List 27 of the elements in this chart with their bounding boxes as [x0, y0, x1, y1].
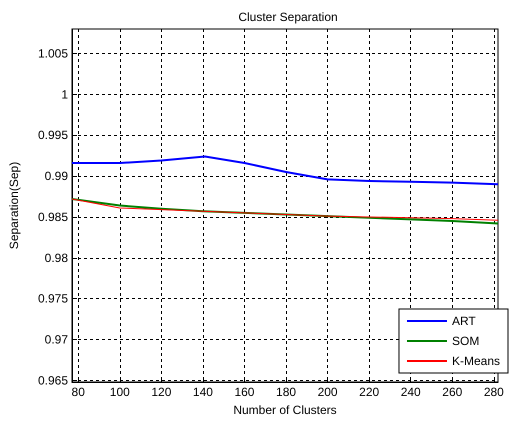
legend-label: K-Means: [452, 354, 500, 368]
legend-label: SOM: [452, 334, 480, 348]
x-tick-label: 120: [151, 385, 172, 399]
x-tick-label: 220: [359, 385, 380, 399]
x-tick-label: 80: [72, 385, 86, 399]
y-tick-label: 0.97: [44, 332, 68, 347]
y-axis-title: Separation(Sep): [7, 162, 21, 250]
x-tick-label: 140: [192, 385, 214, 399]
x-tick-label: 240: [400, 385, 422, 399]
x-tick-label: 180: [276, 385, 296, 399]
legend-label: ART: [452, 314, 476, 328]
x-tick-label: 200: [318, 385, 338, 399]
y-tick-label: 1: [61, 87, 68, 102]
y-tick-label: 1.005: [38, 46, 68, 61]
y-tick-label: 0.995: [38, 128, 68, 142]
y-tick-label: 0.965: [38, 373, 68, 388]
line-series: [71, 155, 499, 186]
x-tick-label: 280: [484, 385, 504, 399]
x-tick-label: 160: [234, 385, 255, 399]
x-tick-label: 260: [442, 385, 463, 399]
chart-title: Cluster Separation: [238, 10, 338, 24]
y-tick-label: 0.99: [44, 169, 68, 184]
y-tick-label: 0.985: [38, 210, 68, 224]
y-tick-label: 0.98: [44, 250, 68, 265]
y-tick-label: 0.975: [38, 292, 68, 306]
x-tick-label: 100: [110, 385, 130, 399]
x-axis-title: Number of Clusters: [233, 403, 337, 417]
